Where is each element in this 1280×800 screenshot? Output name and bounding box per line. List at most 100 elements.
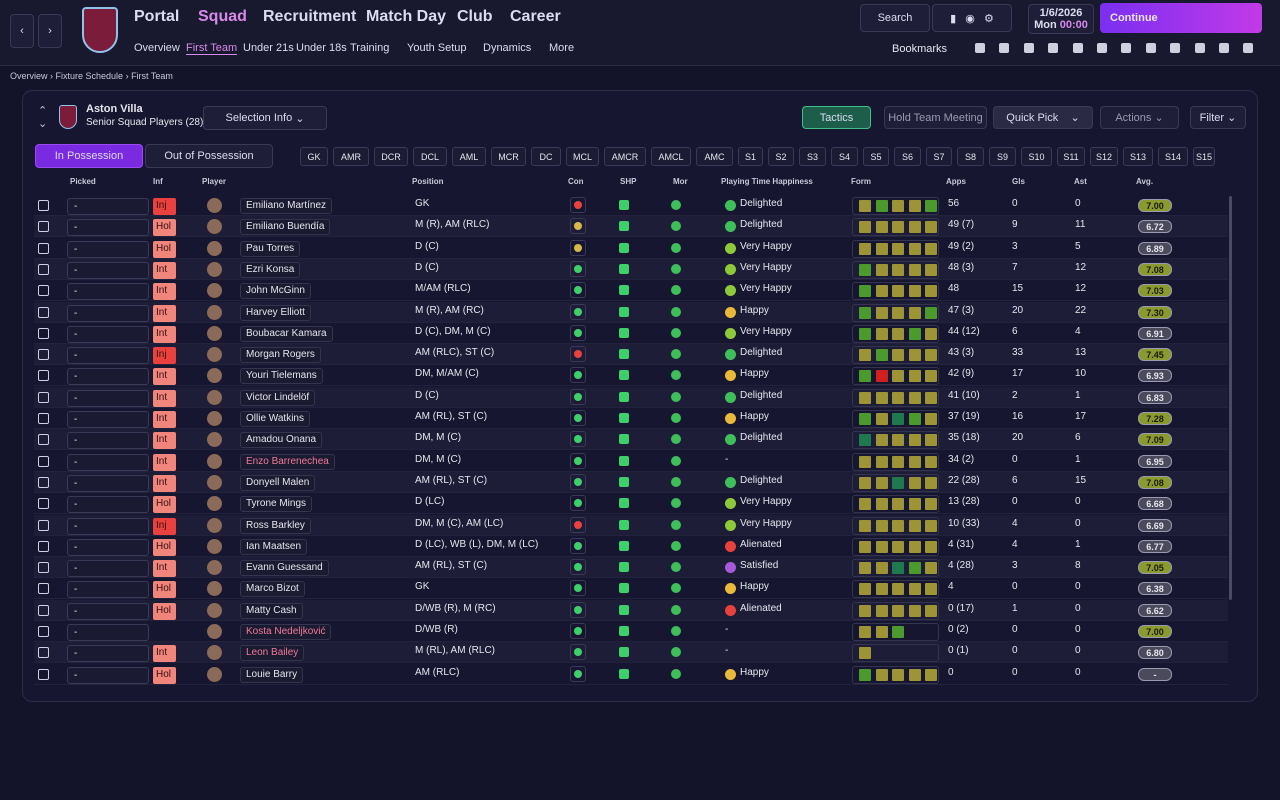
submenu-item[interactable]: Overview <box>134 42 180 54</box>
picked-select[interactable]: - <box>67 389 149 407</box>
toolbar-icon[interactable] <box>1097 43 1107 53</box>
position-button[interactable]: MCR <box>491 147 526 166</box>
column-header[interactable]: Form <box>851 177 871 186</box>
checkbox[interactable] <box>38 562 49 574</box>
picked-select[interactable]: - <box>67 496 149 514</box>
checkbox[interactable] <box>38 540 49 552</box>
player-name[interactable]: Ross Barkley <box>240 517 311 534</box>
checkbox[interactable] <box>38 476 49 488</box>
table-row[interactable]: - Int Victor Lindelöf D (C) Delighted 41 (10)… <box>34 386 1228 408</box>
picked-select[interactable]: - <box>67 261 149 279</box>
position-button[interactable]: S8 <box>957 147 984 166</box>
table-row[interactable]: - Int Boubacar Kamara D (C), DM, M (C) Very … <box>34 323 1228 344</box>
table-row[interactable]: - Hol Pau Torres D (C) Very Happy 49 (2) 3 5 6.8… <box>34 238 1228 259</box>
picked-select[interactable]: - <box>67 474 149 492</box>
player-name[interactable]: Youri Tielemans <box>240 368 323 385</box>
checkbox[interactable] <box>38 519 49 531</box>
toolbar-icon[interactable] <box>975 43 985 53</box>
submenu-item[interactable]: Under 18s <box>296 42 347 54</box>
position-button[interactable]: S4 <box>831 147 858 166</box>
player-name[interactable]: Leon Bailey <box>240 645 305 662</box>
menu-item[interactable]: Match Day <box>366 8 447 25</box>
position-button[interactable]: S3 <box>799 147 826 166</box>
menu-item[interactable]: Portal <box>134 8 180 25</box>
position-button[interactable]: MCL <box>566 147 599 166</box>
checkbox[interactable] <box>38 263 49 275</box>
player-name[interactable]: Ian Maatsen <box>240 538 308 555</box>
position-button[interactable]: DC <box>531 147 561 166</box>
table-row[interactable]: - Inj Emiliano Martínez GK Delighted 56 0 0 7.00 <box>34 195 1228 216</box>
forward-button[interactable]: › <box>38 14 62 48</box>
table-row[interactable]: - Int Amadou Onana DM, M (C) Delighted 35 (18… <box>34 429 1228 451</box>
toolbar-icon[interactable] <box>1194 43 1205 53</box>
table-row[interactable]: - Inj Ross Barkley DM, M (C), AM (LC) Very H… <box>34 514 1228 536</box>
checkbox[interactable] <box>38 285 49 297</box>
picked-select[interactable]: - <box>67 602 149 620</box>
player-name[interactable]: Boubacar Kamara <box>240 325 333 342</box>
picked-select[interactable]: - <box>67 560 149 578</box>
picked-select[interactable]: - <box>67 411 149 428</box>
toolbar-icon[interactable] <box>999 43 1010 53</box>
player-name[interactable]: Louie Barry <box>240 666 304 683</box>
column-header[interactable]: Position <box>412 177 444 186</box>
checkbox[interactable] <box>38 221 49 233</box>
table-row[interactable]: - Hol Matty Cash D/WB (R), M (RC) Alienated 0… <box>34 599 1228 621</box>
player-name[interactable]: Victor Lindelöf <box>240 389 316 406</box>
selection-info[interactable]: Selection Info ⌄ <box>203 106 327 130</box>
picked-select[interactable]: - <box>67 304 149 322</box>
player-name[interactable]: Amadou Onana <box>240 432 323 449</box>
column-header[interactable]: Ast <box>1074 177 1087 186</box>
player-name[interactable]: Pau Torres <box>240 240 301 257</box>
checkbox[interactable] <box>38 242 49 254</box>
checkbox[interactable] <box>38 604 49 616</box>
player-name[interactable]: Emiliano Buendía <box>240 219 331 236</box>
picked-select[interactable]: - <box>67 325 149 343</box>
player-name[interactable]: Donyell Malen <box>240 474 316 491</box>
picked-select[interactable]: - <box>67 198 149 215</box>
player-name[interactable]: Ollie Watkins <box>240 411 310 427</box>
collapse-arrows[interactable]: ⌃ ⌄ <box>38 105 48 130</box>
position-button[interactable]: S1 <box>738 147 763 166</box>
picked-select[interactable]: - <box>67 219 149 237</box>
position-button[interactable]: AMR <box>333 147 369 166</box>
table-row[interactable]: - Hol Ian Maatsen D (LC), WB (L), DM, M (LC… <box>34 536 1228 557</box>
checkbox[interactable] <box>38 413 49 424</box>
checkbox[interactable] <box>38 498 49 510</box>
scrollbar[interactable] <box>1229 196 1232 600</box>
checkbox[interactable] <box>38 327 49 339</box>
checkbox[interactable] <box>38 647 49 659</box>
position-button[interactable]: S14 <box>1158 147 1188 166</box>
quick-pick-button[interactable]: Quick Pick ⌄ <box>993 106 1093 129</box>
checkbox[interactable] <box>38 349 49 361</box>
toolbar-icon[interactable] <box>1048 43 1059 53</box>
position-button[interactable]: S6 <box>894 147 921 166</box>
position-button[interactable]: S13 <box>1123 147 1153 166</box>
player-name[interactable]: Enzo Barrenechea <box>240 453 335 470</box>
table-row[interactable]: - Inj Morgan Rogers AM (RLC), ST (C) Delight… <box>34 344 1228 366</box>
position-button[interactable]: S11 <box>1057 147 1085 166</box>
table-row[interactable]: - Hol Emiliano Buendía M (R), AM (RLC) Delig… <box>34 216 1228 238</box>
actions-button[interactable]: Actions ⌄ <box>1100 106 1179 129</box>
player-name[interactable]: Matty Cash <box>240 602 303 619</box>
toolbar-icon[interactable] <box>1072 43 1083 53</box>
picked-select[interactable]: - <box>67 645 149 663</box>
table-row[interactable]: - Int Leon Bailey M (RL), AM (RLC) -0 (1) 0 0 6… <box>34 642 1228 664</box>
filter-button[interactable]: Filter ⌄ <box>1190 106 1246 129</box>
toolbar-icon[interactable] <box>1023 43 1034 53</box>
player-name[interactable]: Harvey Elliott <box>240 304 311 321</box>
toolbar-icon[interactable] <box>1219 43 1229 53</box>
picked-select[interactable]: - <box>67 581 149 599</box>
table-row[interactable]: - Int Ezri Konsa D (C) Very Happy 48 (3) 7 12 7.… <box>34 258 1228 280</box>
player-name[interactable]: Marco Bizot <box>240 581 305 598</box>
submenu-item[interactable]: Training <box>350 42 390 54</box>
menu-item[interactable]: Recruitment <box>263 8 357 25</box>
toolbar-icon[interactable] <box>1170 43 1181 53</box>
menu-item[interactable]: Squad <box>198 8 247 25</box>
position-button[interactable]: S5 <box>863 147 889 166</box>
picked-select[interactable]: - <box>67 538 149 556</box>
picked-select[interactable]: - <box>67 517 149 535</box>
column-header[interactable]: Con <box>568 177 584 186</box>
position-button[interactable]: DCR <box>374 147 408 166</box>
submenu-item[interactable]: More <box>549 42 575 54</box>
table-row[interactable]: - Int John McGinn M/AM (RLC) Very Happy 48 15 1… <box>34 280 1228 302</box>
